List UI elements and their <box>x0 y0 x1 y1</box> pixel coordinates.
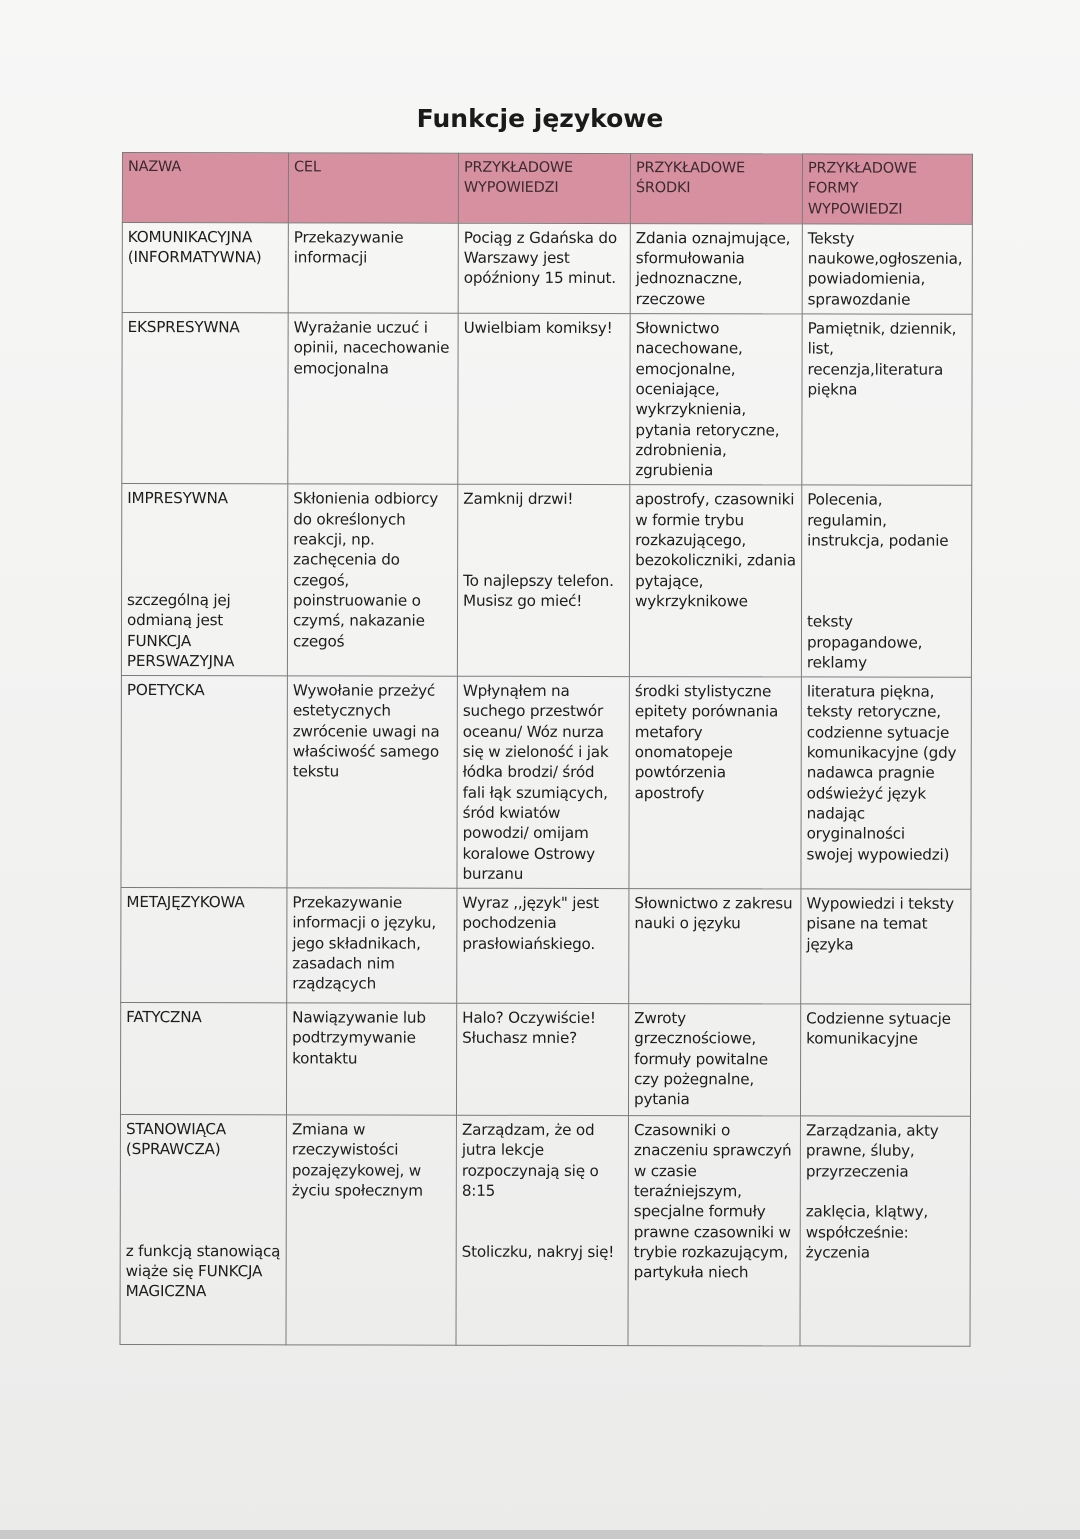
header-przykladowe-formy: PRZYKŁADOWE FORMY WYPOWIEDZI <box>802 153 973 225</box>
table-row: STANOWIĄCA (SPRAWCZA) z funkcją stanowią… <box>120 1114 971 1347</box>
cell-formy: Polecenia, regulamin, instrukcja, podani… <box>801 485 972 678</box>
cell-srodki: apostrofy, czasowniki w formie trybu roz… <box>629 485 802 678</box>
cell-cel: Zmiana w rzeczywistości pozajęzykowej, w… <box>286 1114 457 1346</box>
cell-srodki: Słownictwo nacechowane, emocjonalne, oce… <box>629 313 803 486</box>
table-header-row: NAZWA CEL PRZYKŁADOWE WYPOWIEDZI PRZYKŁADOW… <box>122 152 973 225</box>
cell-wypowiedzi: Wpłynąłem na suchego przestwór oceanu/ W… <box>456 676 630 889</box>
header-przykladowe-wypowiedzi: PRZYKŁADOWE WYPOWIEDZI <box>458 153 631 224</box>
cell-wypowiedzi: Wyraz ,,język" jest pochodzenia prasłowi… <box>456 888 629 1004</box>
cell-srodki: Czasowniki o znaczeniu sprawczyń w czasi… <box>628 1115 801 1347</box>
table-row: METAJĘZYKOWA Przekazywanie informacji o j… <box>120 887 971 1005</box>
cell-cel: Wyrażanie uczuć i opinii, nacechowanie e… <box>287 312 459 485</box>
cell-formy: Zarządzania, akty prawne, śluby, przyrze… <box>800 1116 971 1347</box>
cell-wypowiedzi: Halo? Oczywiście! Słuchasz mnie? <box>456 1003 629 1116</box>
cell-wypowiedzi: Pociąg z Gdańska do Warszawy jest opóźni… <box>458 223 631 314</box>
page-edge <box>0 1530 1080 1539</box>
table-row: FATYCZNA Nawiązywanie lub podtrzymywanie … <box>120 1002 971 1117</box>
cell-formy: Teksty naukowe,ogłoszenia, powiadomienia… <box>802 223 973 315</box>
cell-cel: Przekazywanie informacji o języku, jego … <box>286 887 457 1004</box>
cell-cel: Skłonienia odbiorcy do określonych reakc… <box>287 484 458 677</box>
cell-nazwa: FATYCZNA <box>120 1002 287 1115</box>
cell-nazwa: METAJĘZYKOWA <box>120 887 287 1003</box>
table-row: EKSPRESYWNA Wyrażanie uczuć i opinii, nac… <box>121 312 973 486</box>
cell-nazwa: IMPRESYWNA szczególną jej odmianą jest F… <box>121 483 288 676</box>
cell-formy: Pamiętnik, dziennik, list, recenzja,lite… <box>801 314 973 486</box>
cell-cel: Wywołanie przeżyć estetycznych zwrócenie… <box>286 675 458 889</box>
cell-formy: Wypowiedzi i teksty pisane na temat języ… <box>800 889 971 1005</box>
cell-srodki: Słownictwo z zakresu nauki o języku <box>628 888 801 1005</box>
table-row: IMPRESYWNA szczególną jej odmianą jest F… <box>121 483 972 678</box>
header-przykladowe-srodki: PRZYKŁADOWE ŚRODKI <box>630 153 803 224</box>
cell-srodki: środki stylistyczne epitety porównania m… <box>628 676 802 890</box>
table-row: POETYCKA Wywołanie przeżyć estetycznych z… <box>120 675 972 890</box>
language-functions-table: NAZWA CEL PRZYKŁADOWE WYPOWIEDZI PRZYKŁADOW… <box>120 152 973 1347</box>
cell-nazwa: STANOWIĄCA (SPRAWCZA) z funkcją stanowią… <box>120 1114 287 1345</box>
header-cel: CEL <box>288 152 459 224</box>
cell-cel: Przekazywanie informacji <box>288 222 459 314</box>
cell-nazwa: POETYCKA <box>120 675 288 888</box>
cell-formy: Codzienne sytuacje komunikacyjne <box>800 1004 971 1117</box>
cell-wypowiedzi: Zamknij drzwi! To najlepszy telefon. Mus… <box>457 484 630 677</box>
header-nazwa: NAZWA <box>122 152 289 223</box>
cell-srodki: Zdania oznajmujące, sformułowania jednoz… <box>630 223 803 315</box>
cell-wypowiedzi: Uwielbiam komiksy! <box>457 313 631 486</box>
document-title: Funkcje językowe <box>416 104 664 133</box>
cell-wypowiedzi: Zarządzam, że od jutra lekcje rozpoczyna… <box>456 1115 629 1346</box>
cell-nazwa: EKSPRESYWNA <box>121 312 289 485</box>
cell-srodki: Zwroty grzecznościowe, formuły powitalne… <box>628 1003 801 1117</box>
cell-formy: literatura piękna, teksty retoryczne, co… <box>800 677 972 890</box>
cell-nazwa: KOMUNIKACYJNA (INFORMATYWNA) <box>122 222 289 313</box>
cell-cel: Nawiązywanie lub podtrzymywanie kontaktu <box>286 1002 457 1116</box>
table-row: KOMUNIKACYJNA (INFORMATYWNA) Przekazywani… <box>122 222 973 315</box>
